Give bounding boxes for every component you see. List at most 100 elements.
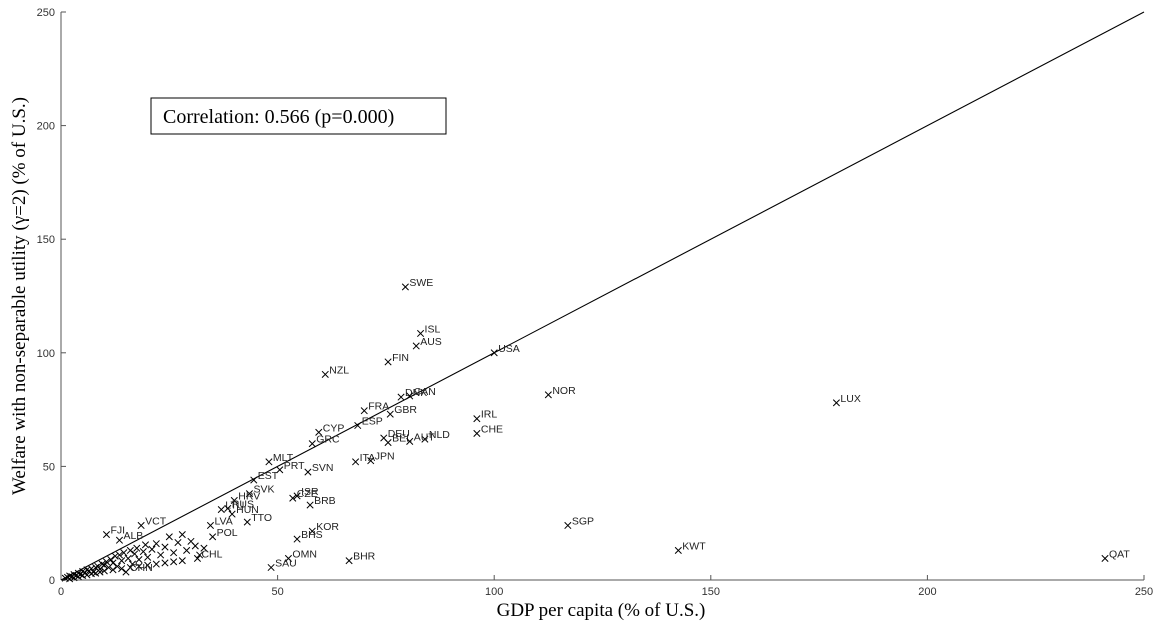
marker-stroke xyxy=(217,506,225,514)
data-point xyxy=(120,549,128,557)
data-point xyxy=(102,531,111,539)
data-point xyxy=(100,567,108,575)
data-point xyxy=(135,555,143,564)
data-point xyxy=(832,399,840,407)
marker-stroke xyxy=(165,533,173,541)
data-point-label: ESP xyxy=(362,416,383,428)
data-point xyxy=(352,458,360,466)
data-point-label: BRB xyxy=(314,495,336,507)
data-point-label: SWE xyxy=(409,277,433,289)
data-point-label: PRT xyxy=(284,460,305,472)
data-point xyxy=(174,538,182,547)
marker-stroke xyxy=(115,551,124,559)
marker-stroke xyxy=(832,399,840,407)
data-point-label: ISL xyxy=(425,323,441,335)
data-point-label: GBR xyxy=(394,404,417,416)
data-point xyxy=(109,566,117,574)
data-point xyxy=(421,435,429,443)
data-point xyxy=(193,554,202,562)
data-point xyxy=(196,551,204,559)
marker-stroke xyxy=(113,562,121,570)
data-point xyxy=(217,506,225,514)
marker-stroke xyxy=(245,490,253,498)
marker-stroke xyxy=(83,566,91,574)
marker-stroke xyxy=(308,440,316,448)
data-point-label: DEU xyxy=(388,428,410,440)
data-point-label: HRV xyxy=(238,490,260,502)
marker-stroke xyxy=(406,392,414,400)
data-point-label: NOR xyxy=(552,385,576,397)
marker-stroke xyxy=(157,551,165,559)
marker-stroke xyxy=(473,415,481,423)
data-point-label: FIN xyxy=(392,352,409,364)
annotation-box xyxy=(150,97,447,135)
y-tick-label: 50 xyxy=(43,461,55,473)
data-point-label: NZL xyxy=(329,364,349,376)
marker-stroke xyxy=(144,553,152,561)
data-point xyxy=(92,569,100,577)
marker-stroke xyxy=(118,565,126,573)
marker-stroke xyxy=(308,527,316,535)
data-point xyxy=(354,421,362,430)
marker-stroke xyxy=(564,521,572,530)
axes: 0 50 100 150 200 250 0 50 100 150 200 250 xyxy=(37,7,1154,598)
marker-stroke xyxy=(490,349,498,357)
data-point xyxy=(250,476,258,484)
data-point xyxy=(228,510,236,518)
marker-stroke xyxy=(174,538,182,547)
marker-stroke xyxy=(293,492,301,500)
data-point-label: GRC xyxy=(316,434,340,446)
marker-stroke xyxy=(133,544,141,552)
data-point-label: CHE xyxy=(481,423,503,435)
data-point xyxy=(178,531,186,539)
x-tick-label: 50 xyxy=(271,586,283,598)
marker-stroke xyxy=(161,559,169,567)
data-point xyxy=(386,410,394,418)
marker-stroke xyxy=(98,560,106,568)
marker-stroke xyxy=(124,554,132,562)
marker-stroke xyxy=(102,531,111,539)
marker-stroke xyxy=(92,563,100,572)
marker-stroke xyxy=(267,563,275,572)
marker-stroke xyxy=(74,573,82,581)
data-point-label: CAN xyxy=(414,386,436,398)
data-point xyxy=(115,536,124,544)
data-point-label: SVK xyxy=(253,484,274,496)
y-tick-label: 150 xyxy=(37,234,55,246)
data-point xyxy=(141,541,150,549)
data-point xyxy=(406,437,414,445)
data-point xyxy=(74,573,82,581)
data-point xyxy=(126,546,134,555)
marker-stroke xyxy=(243,518,251,526)
data-point xyxy=(243,518,251,526)
marker-stroke xyxy=(209,533,217,541)
x-tick-label: 250 xyxy=(1135,586,1153,598)
data-point xyxy=(111,552,119,560)
marker-stroke xyxy=(115,536,124,544)
data-point xyxy=(98,560,106,568)
data-point xyxy=(109,559,117,567)
data-point xyxy=(544,391,552,399)
data-point xyxy=(83,571,91,579)
marker-stroke xyxy=(193,554,202,562)
data-point-label: RUS xyxy=(232,498,254,510)
data-point-label: CHN xyxy=(130,562,153,574)
marker-stroke xyxy=(367,457,375,465)
data-point xyxy=(412,342,420,350)
data-point-label: ISR xyxy=(301,486,319,498)
data-point xyxy=(206,521,215,530)
y-tick-label: 100 xyxy=(37,348,55,360)
data-point xyxy=(473,415,481,423)
marker-stroke xyxy=(66,575,74,583)
marker-stroke xyxy=(386,410,394,418)
marker-stroke xyxy=(196,551,204,559)
data-point-label: ALB xyxy=(123,530,143,542)
data-point xyxy=(397,393,405,401)
y-tick-label: 200 xyxy=(37,121,55,133)
marker-stroke xyxy=(315,428,323,436)
marker-stroke xyxy=(170,549,178,557)
marker-stroke xyxy=(139,548,147,556)
data-point-label: FJI xyxy=(110,525,125,537)
data-point xyxy=(118,565,126,573)
